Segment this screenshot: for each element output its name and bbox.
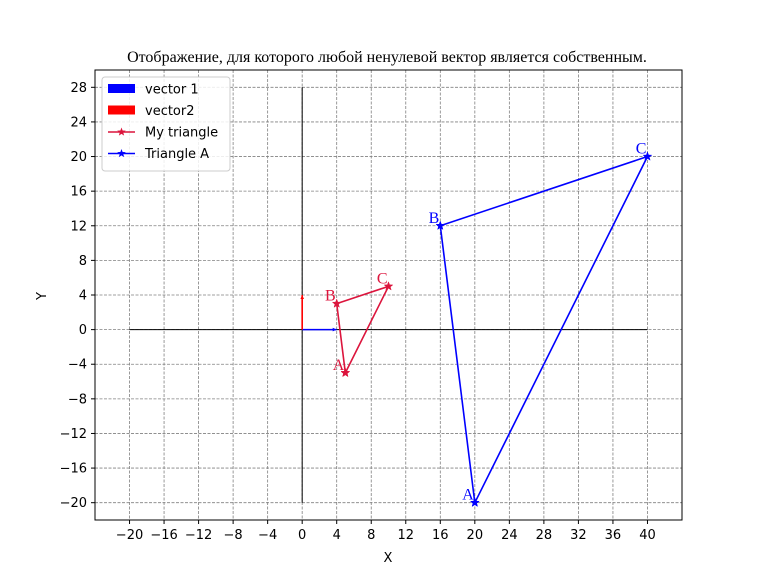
y-tick-label: −20 bbox=[60, 496, 87, 511]
y-tick-label: −12 bbox=[60, 427, 87, 442]
x-tick-label: 24 bbox=[501, 528, 518, 543]
x-tick-label: −4 bbox=[258, 528, 277, 543]
y-tick-label: 16 bbox=[70, 185, 87, 200]
series: A B C A B C bbox=[325, 141, 653, 507]
point-label: A bbox=[462, 487, 474, 504]
x-tick-label: 12 bbox=[397, 528, 414, 543]
legend-marker bbox=[117, 127, 126, 136]
y-tick-label: 8 bbox=[79, 254, 87, 269]
x-tick-label: −12 bbox=[185, 528, 212, 543]
x-tick-label: −20 bbox=[116, 528, 143, 543]
series-2: A B C bbox=[429, 141, 653, 507]
series-line bbox=[335, 285, 390, 374]
legend-item: vector2 bbox=[108, 104, 195, 119]
vectors bbox=[300, 295, 337, 332]
x-tick-label: 36 bbox=[605, 528, 622, 543]
plot-area: A B C A B C bbox=[94, 69, 683, 521]
data-point-marker bbox=[435, 220, 446, 230]
legend-label: My triangle bbox=[145, 126, 218, 141]
x-tick-label: 28 bbox=[536, 528, 553, 543]
legend-swatch bbox=[108, 84, 135, 93]
x-tick-label: −8 bbox=[224, 528, 243, 543]
x-tick-label: 16 bbox=[432, 528, 449, 543]
y-tick-label: −4 bbox=[68, 358, 87, 373]
data-point-marker bbox=[340, 367, 351, 378]
x-axis-ticks: −20 −16 −12 −8 −4 0 4 8 12 16 20 24 28 32 36 40 bbox=[116, 520, 656, 543]
data-point-marker bbox=[331, 298, 342, 308]
data-point-marker bbox=[642, 151, 653, 161]
y-tick-label: 20 bbox=[70, 150, 87, 165]
x-axis-label: X bbox=[384, 551, 393, 566]
legend-label: vector2 bbox=[145, 104, 195, 119]
x-tick-label: 0 bbox=[298, 528, 306, 543]
y-tick-label: 12 bbox=[70, 219, 87, 234]
point-label: B bbox=[325, 288, 336, 305]
vector-1-head bbox=[332, 327, 337, 332]
y-axis-ticks: −20 −16 −12 −8 −4 0 4 8 12 16 20 24 28 bbox=[60, 81, 95, 511]
x-tick-label: 8 bbox=[367, 528, 375, 543]
legend-marker bbox=[117, 149, 126, 158]
legend-box bbox=[101, 76, 231, 172]
legend: vector 1 vector2 My triangle Triangle A bbox=[101, 76, 231, 172]
legend-label: Triangle A bbox=[144, 147, 209, 162]
y-tick-label: 24 bbox=[70, 115, 87, 130]
x-tick-label: 4 bbox=[333, 528, 341, 543]
x-tick-label: 40 bbox=[639, 528, 656, 543]
legend-item: Triangle A bbox=[108, 147, 209, 162]
point-label: C bbox=[636, 141, 647, 158]
point-label: A bbox=[333, 357, 345, 374]
data-point-marker bbox=[383, 281, 394, 291]
vector-2-head bbox=[300, 295, 304, 299]
legend-item: vector 1 bbox=[108, 83, 199, 98]
legend-label: vector 1 bbox=[145, 83, 199, 98]
y-tick-label: 28 bbox=[70, 81, 87, 96]
y-tick-label: −8 bbox=[68, 392, 87, 407]
y-tick-label: 0 bbox=[79, 323, 87, 338]
point-label: B bbox=[429, 210, 440, 227]
y-tick-label: 4 bbox=[79, 289, 87, 304]
chart-title: Отображение, для которого любой ненулево… bbox=[127, 49, 647, 66]
legend-swatch bbox=[108, 105, 135, 115]
x-tick-label: 32 bbox=[570, 528, 587, 543]
data-point-marker bbox=[469, 497, 480, 507]
y-axis-label: Y bbox=[35, 292, 50, 301]
series-1: A B C bbox=[325, 270, 394, 378]
y-tick-label: −16 bbox=[60, 462, 87, 477]
point-label: C bbox=[377, 270, 388, 287]
x-tick-label: −16 bbox=[150, 528, 177, 543]
series-line bbox=[439, 155, 649, 504]
legend-item: My triangle bbox=[108, 126, 218, 141]
x-tick-label: 20 bbox=[467, 528, 484, 543]
